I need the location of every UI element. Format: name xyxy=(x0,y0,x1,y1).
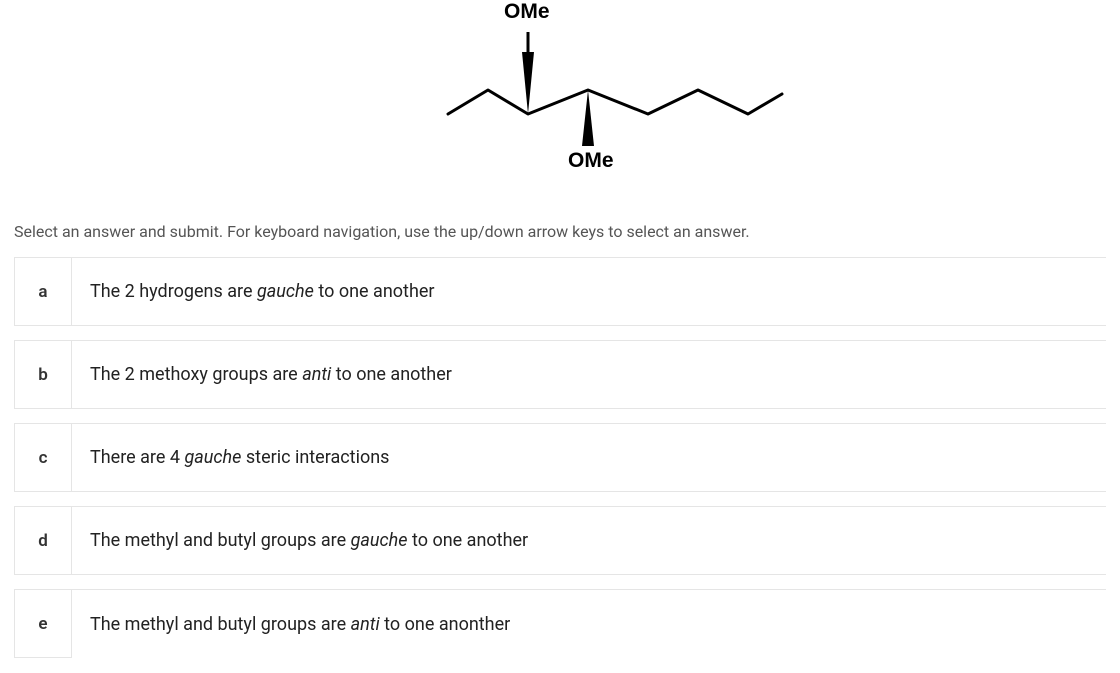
options-list: a The 2 hydrogens are gauche to one anot… xyxy=(0,257,1120,658)
option-letter: e xyxy=(14,590,72,658)
option-letter: b xyxy=(14,341,72,409)
instructions-text: Select an answer and submit. For keyboar… xyxy=(0,210,1120,257)
option-c[interactable]: c There are 4 gauche steric interactions xyxy=(14,423,1106,492)
label-ome-top: OMe xyxy=(504,0,550,24)
quiz-page: OMe OMe Select an answer and submit. For… xyxy=(0,0,1120,673)
option-letter: d xyxy=(14,507,72,575)
option-text: The methyl and butyl groups are anti to … xyxy=(72,590,1106,658)
option-text: The 2 methoxy groups are anti to one ano… xyxy=(72,341,1106,409)
option-text: The 2 hydrogens are gauche to one anothe… xyxy=(72,258,1106,326)
option-a[interactable]: a The 2 hydrogens are gauche to one anot… xyxy=(14,257,1106,326)
wedge-down-icon xyxy=(582,90,594,146)
option-d[interactable]: d The methyl and butyl groups are gauche… xyxy=(14,506,1106,575)
option-letter: c xyxy=(14,424,72,492)
option-e[interactable]: e The methyl and butyl groups are anti t… xyxy=(14,589,1106,658)
option-text: The methyl and butyl groups are gauche t… xyxy=(72,507,1106,575)
option-b[interactable]: b The 2 methoxy groups are anti to one a… xyxy=(14,340,1106,409)
molecule-diagram: OMe OMe xyxy=(0,0,1120,210)
label-ome-bottom: OMe xyxy=(568,149,614,173)
wedge-up-icon xyxy=(522,52,534,114)
option-text: There are 4 gauche steric interactions xyxy=(72,424,1106,492)
option-letter: a xyxy=(14,258,72,326)
